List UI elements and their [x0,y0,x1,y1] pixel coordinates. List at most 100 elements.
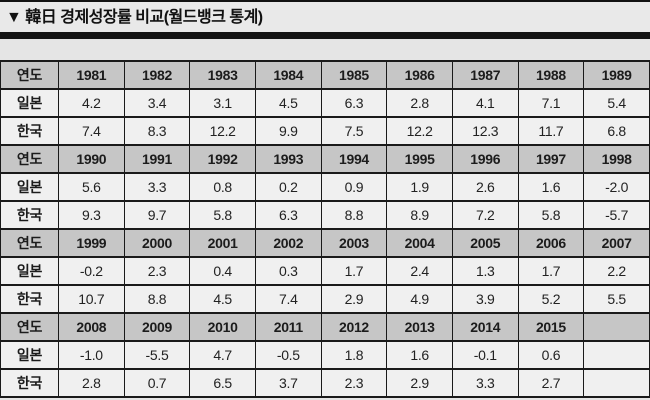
korea-value-cell: 3.7 [254,368,322,398]
table-row-japan-block3: 일본 -0.2 2.3 0.4 0.3 1.7 2.4 1.3 1.7 2.2 [0,256,650,286]
korea-value-cell: 3.3 [451,368,519,398]
row-label-japan: 일본 [0,340,59,370]
year-header-cell: 1990 [58,144,125,174]
japan-value-cell: 0.3 [254,256,322,286]
japan-value-cell: 0.6 [517,340,585,370]
year-header-cell: 2010 [189,312,256,342]
korea-value-cell: 4.5 [189,284,256,314]
table-row-japan-block4: 일본 -1.0 -5.5 4.7 -0.5 1.8 1.6 -0.1 0.6 [0,340,650,370]
japan-value-cell: 4.1 [451,88,519,118]
korea-value-cell: 8.8 [320,200,388,230]
korea-value-cell: 7.4 [58,116,125,146]
korea-value-cell: 11.7 [517,116,585,146]
table-row-year-block3: 연도 1999 2000 2001 2002 2003 2004 2005 2006 2007 [0,228,650,258]
year-header-cell: 1997 [517,144,585,174]
year-header-cell: 1989 [583,60,650,90]
japan-value-cell: 2.2 [583,256,650,286]
korea-value-cell: 10.7 [58,284,125,314]
year-header-cell: 2003 [320,228,388,258]
japan-value-cell: 5.4 [583,88,650,118]
japan-value-cell: -0.1 [451,340,519,370]
year-header-cell: 1994 [320,144,388,174]
row-label-year: 연도 [0,228,59,258]
korea-value-cell: 9.7 [123,200,191,230]
japan-value-cell: 1.7 [320,256,388,286]
japan-value-cell: 5.6 [58,172,125,202]
japan-value-cell: 0.8 [189,172,256,202]
table-row-korea-block4: 한국 2.8 0.7 6.5 3.7 2.3 2.9 3.3 2.7 [0,368,650,398]
japan-value-cell: 1.6 [386,340,453,370]
korea-value-cell: 2.3 [320,368,388,398]
growth-comparison-table: 연도 1981 1982 1983 1984 1985 1986 1987 1988 1989 일본… [0,60,650,398]
korea-value-cell: 2.7 [517,368,585,398]
korea-value-cell: 9.3 [58,200,125,230]
japan-value-cell: 0.9 [320,172,388,202]
korea-value-cell: 2.8 [58,368,125,398]
table-row-korea-block2: 한국 9.3 9.7 5.8 6.3 8.8 8.9 7.2 5.8 -5.7 [0,200,650,230]
row-label-korea: 한국 [0,284,59,314]
year-header-cell: 1987 [451,60,519,90]
japan-value-cell: -0.5 [254,340,322,370]
year-header-cell: 2013 [386,312,453,342]
korea-value-cell: 8.3 [123,116,191,146]
korea-value-cell: -5.7 [583,200,650,230]
japan-value-cell: 0.2 [254,172,322,202]
japan-value-cell: 3.3 [123,172,191,202]
year-header-cell: 1985 [320,60,388,90]
korea-value-cell: 8.8 [123,284,191,314]
japan-value-cell: 1.7 [517,256,585,286]
japan-value-cell: 1.3 [451,256,519,286]
row-label-korea: 한국 [0,368,59,398]
japan-value-cell: -2.0 [583,172,650,202]
japan-value-cell: 7.1 [517,88,585,118]
table-row-japan-block2: 일본 5.6 3.3 0.8 0.2 0.9 1.9 2.6 1.6 -2.0 [0,172,650,202]
year-header-cell: 2014 [451,312,519,342]
year-header-cell: 2007 [583,228,650,258]
japan-value-cell: -0.2 [58,256,125,286]
korea-value-cell: 0.7 [123,368,191,398]
year-header-cell: 2009 [123,312,191,342]
year-header-cell: 1996 [451,144,519,174]
row-label-korea: 한국 [0,200,59,230]
japan-value-cell: 2.3 [123,256,191,286]
korea-value-cell: 5.5 [583,284,650,314]
japan-value-cell: 2.8 [386,88,453,118]
year-header-cell: 1984 [254,60,322,90]
table-row-year-block4: 연도 2008 2009 2010 2011 2012 2013 2014 2015 [0,312,650,342]
japan-value-cell: 3.4 [123,88,191,118]
year-header-cell: 2012 [320,312,388,342]
row-label-japan: 일본 [0,172,59,202]
year-header-cell: 2006 [517,228,585,258]
korea-value-cell: 7.2 [451,200,519,230]
japan-value-cell: -5.5 [123,340,191,370]
korea-value-cell: 12.3 [451,116,519,146]
korea-value-cell: 5.2 [517,284,585,314]
korea-value-cell: 5.8 [517,200,585,230]
year-header-cell: 1988 [517,60,585,90]
japan-value-cell: 3.1 [189,88,256,118]
korea-value-cell [583,368,650,398]
korea-value-cell: 4.9 [386,284,453,314]
year-header-cell: 2001 [189,228,256,258]
row-label-year: 연도 [0,144,59,174]
year-header-cell: 1995 [386,144,453,174]
year-header-cell: 1983 [189,60,256,90]
korea-value-cell: 3.9 [451,284,519,314]
korea-value-cell: 8.9 [386,200,453,230]
row-label-japan: 일본 [0,88,59,118]
year-header-cell: 2008 [58,312,125,342]
year-header-cell: 2005 [451,228,519,258]
row-label-korea: 한국 [0,116,59,146]
korea-value-cell: 7.5 [320,116,388,146]
japan-value-cell [583,340,650,370]
year-header-cell: 1993 [254,144,322,174]
korea-value-cell: 6.8 [583,116,650,146]
year-header-cell [583,312,650,342]
table-row-year-block1: 연도 1981 1982 1983 1984 1985 1986 1987 1988 1989 [0,60,650,90]
growth-table-body: 연도 1981 1982 1983 1984 1985 1986 1987 1988 1989 일본… [0,60,650,398]
table-row-korea-block1: 한국 7.4 8.3 12.2 9.9 7.5 12.2 12.3 11.7 6.8 [0,116,650,146]
year-header-cell: 1998 [583,144,650,174]
japan-value-cell: 1.9 [386,172,453,202]
japan-value-cell: 1.8 [320,340,388,370]
year-header-cell: 1986 [386,60,453,90]
